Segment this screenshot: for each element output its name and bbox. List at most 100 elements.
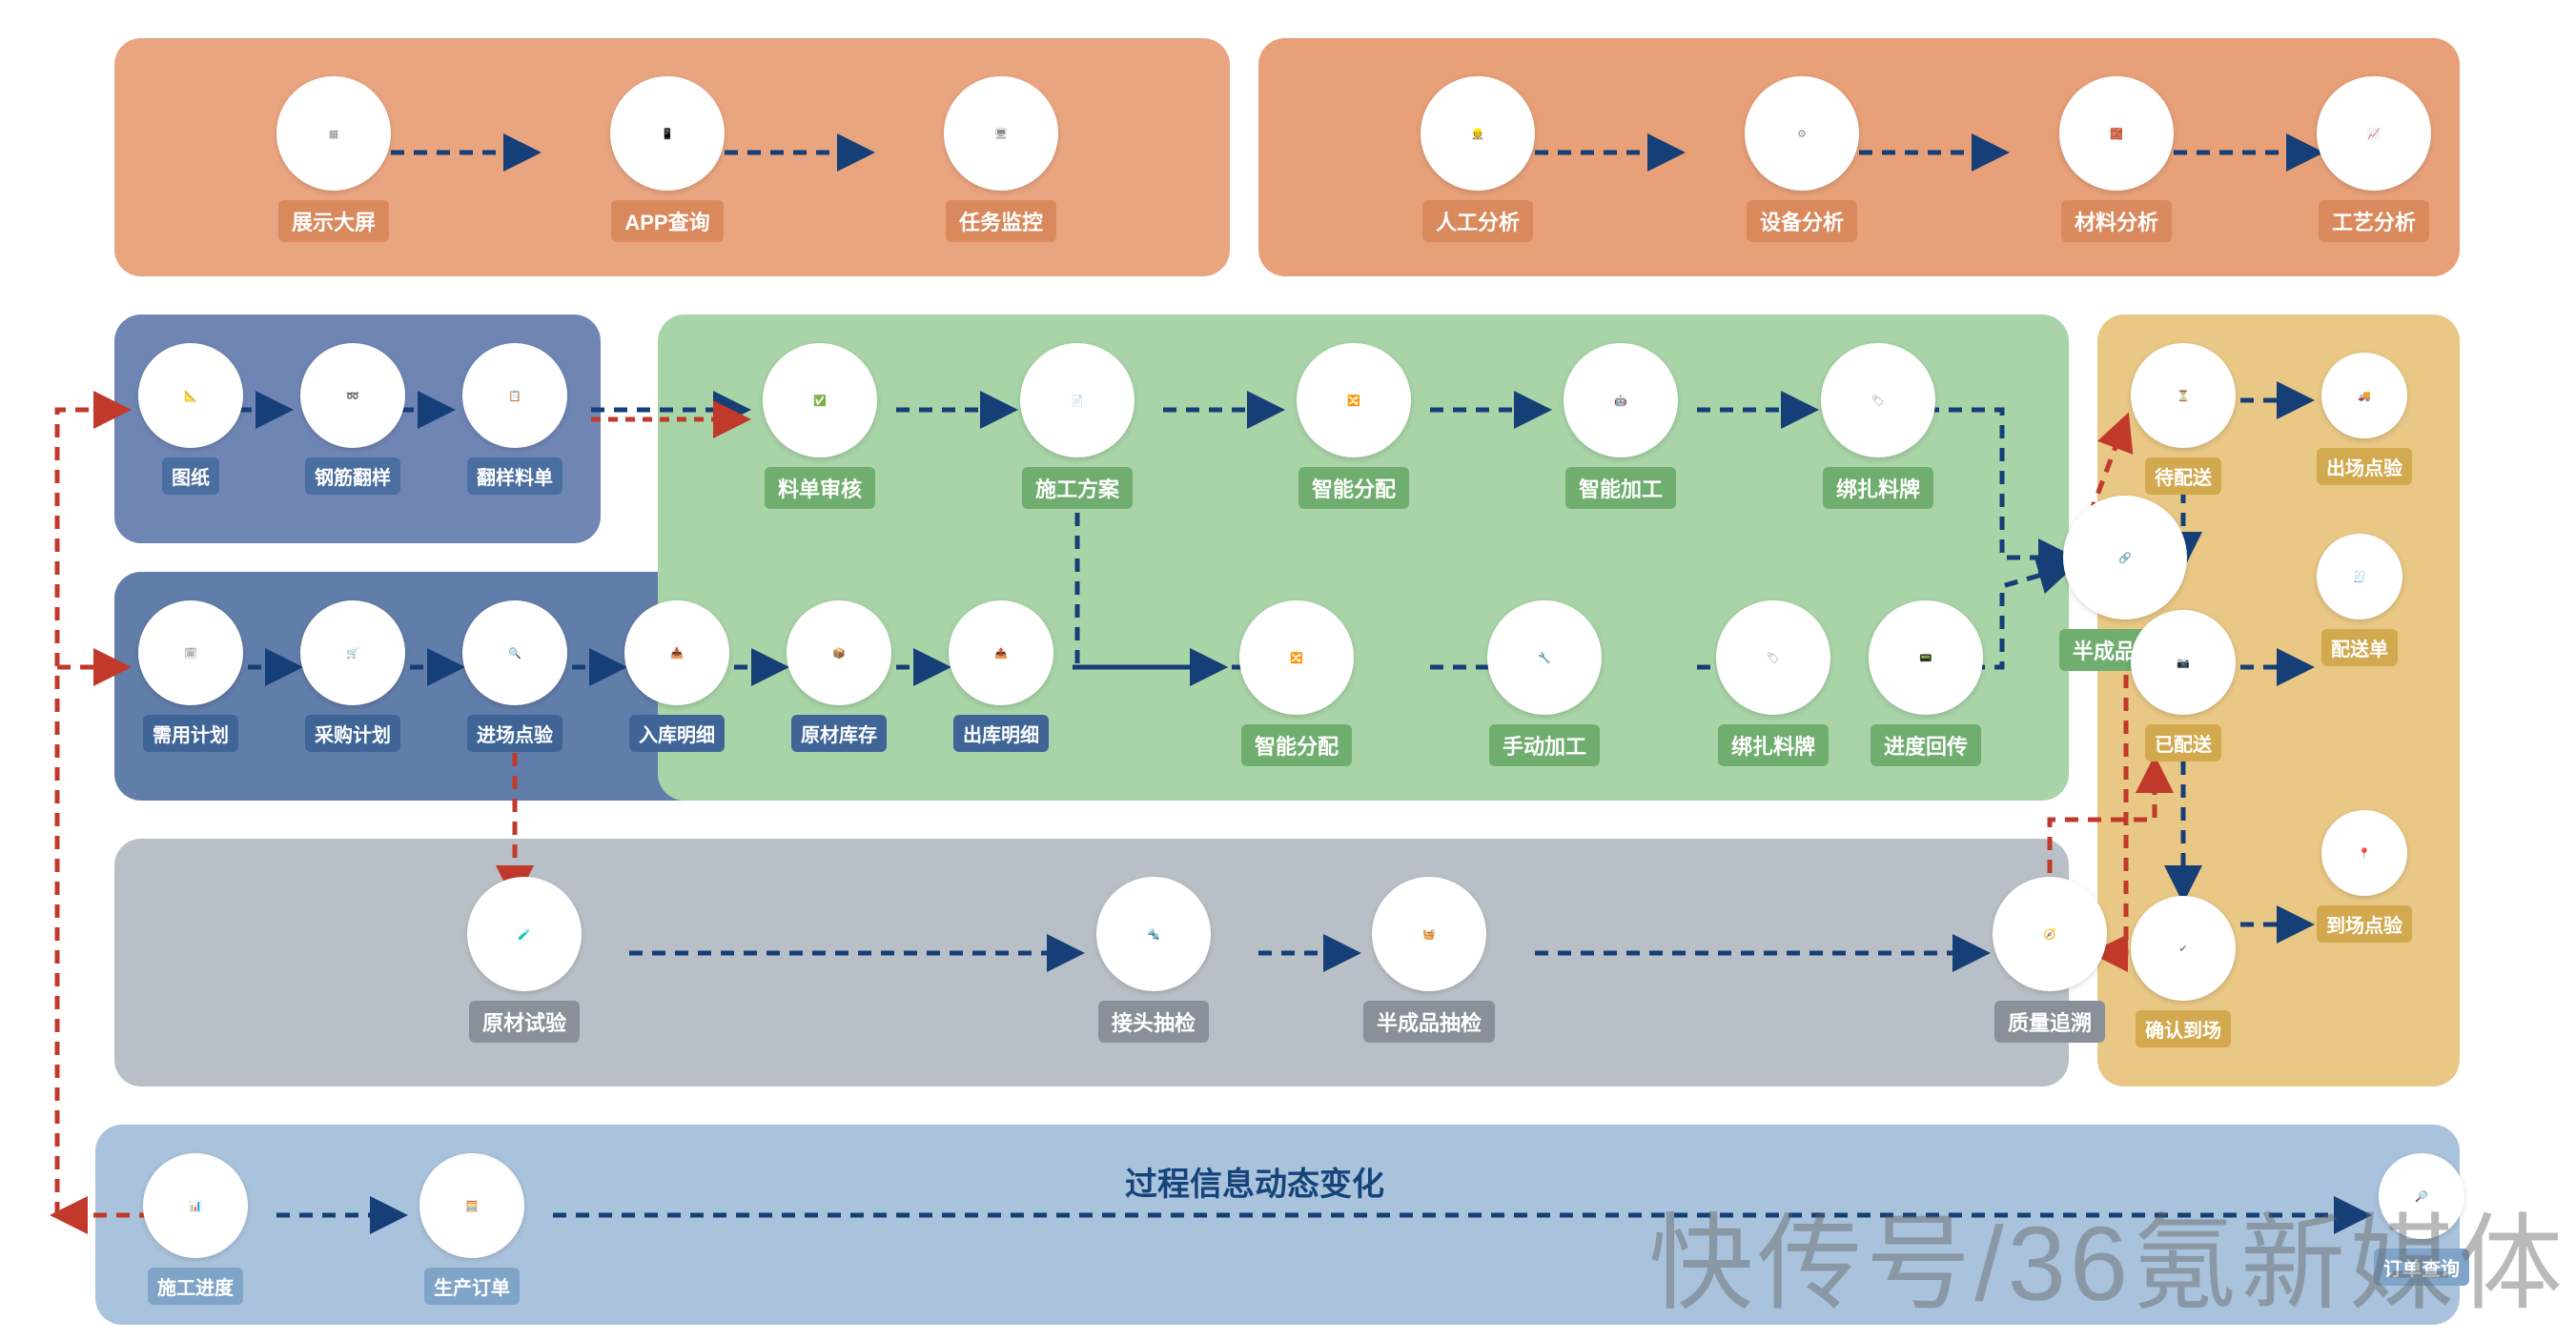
label-construction-plan: 施工方案 [1022,467,1133,509]
label-raw-test: 原材试验 [469,1001,580,1043]
wait-icon: ⏳ [2135,347,2232,444]
label-manual-process: 手动加工 [1489,724,1600,766]
label-production-order: 生产订单 [424,1268,520,1305]
tag-icon: 🏷 [1825,347,1932,454]
trace-icon: 🧭 [1996,881,2103,987]
node-arrival-inspect: 🔍 进场点验 [462,600,567,752]
truck-icon: 🚚 [2325,356,2403,435]
node-arrival-check: 📍 到场点验 [2317,810,2412,943]
label-joint-sample: 接头抽检 [1098,1001,1209,1043]
label-smart-assign-1: 智能分配 [1298,467,1409,509]
node-process-analysis: 📈 工艺分析 [2317,76,2431,242]
label-construction-progress: 施工进度 [148,1268,243,1305]
node-inbound-detail: 📥 入库明细 [624,600,729,752]
label-semi-sample: 半成品抽检 [1363,1001,1495,1043]
node-equipment-analysis: ⚙ 设备分析 [1745,76,1859,242]
check-icon: ✅ [767,347,873,454]
gantt-icon: 📊 [147,1157,244,1254]
label-equipment-analysis: 设备分析 [1747,200,1857,242]
node-smart-assign-2: 🔀 智能分配 [1239,600,1354,766]
node-smart-process: 🤖 智能加工 [1564,343,1678,509]
sample-icon: 🧺 [1376,881,1482,987]
tag-icon: 🏷 [1720,604,1827,711]
doc-icon: 📄 [1024,347,1131,454]
monitor-icon: 🖥 [948,80,1054,187]
node-labor-analysis: 👷 人工分析 [1421,76,1535,242]
node-construction-plan: 📄 施工方案 [1020,343,1135,509]
node-demand-plan: 🗓 需用计划 [138,600,243,752]
node-tag-1: 🏷 绑扎料牌 [1821,343,1935,509]
inbound-icon: 📥 [628,604,726,701]
label-drawing: 图纸 [162,457,219,495]
label-process-analysis: 工艺分析 [2319,200,2429,242]
assign-icon: 🔀 [1243,604,1350,711]
node-rebar-modeling: ➿ 钢筋翻样 [300,343,405,495]
node-semi-sample: 🧺 半成品抽检 [1363,877,1495,1043]
stock-icon: 📦 [790,604,888,701]
buy-icon: 🛒 [304,604,401,701]
label-material-list: 翻样料单 [467,457,562,495]
label-purchase-plan: 采购计划 [305,715,400,752]
label-labor-analysis: 人工分析 [1422,200,1533,242]
phone-icon: 📱 [614,80,721,187]
label-material-analysis: 材料分析 [2061,200,2172,242]
label-arrival-inspect: 进场点验 [467,715,562,752]
manual-icon: 🔧 [1491,604,1598,711]
assign-icon: 🔀 [1300,347,1407,454]
label-rebar-modeling: 钢筋翻样 [305,457,400,495]
workers-icon: 👷 [1424,80,1531,187]
list-icon: 📋 [466,347,563,444]
node-purchase-plan: 🛒 采购计划 [300,600,405,752]
label-tag-2: 绑扎料牌 [1718,724,1829,766]
node-material-list: 📋 翻样料单 [462,343,567,495]
materials-icon: 🧱 [2063,80,2170,187]
label-await-delivery: 待配送 [2145,457,2221,495]
bundle-icon: 🔗 [2067,499,2183,616]
node-progress-upload: 📟 进度回传 [1869,600,1983,766]
label-list-review: 料单审核 [765,467,875,509]
label-demand-plan: 需用计划 [143,715,238,752]
node-drawing: 📐 图纸 [138,343,243,495]
label-quality-trace: 质量追溯 [1994,1001,2105,1043]
inspect-icon: 🔍 [466,604,563,701]
node-raw-test: 🧪 原材试验 [467,877,582,1043]
label-delivery-note: 配送单 [2321,629,2398,666]
bottom-section-title: 过程信息动态变化 [1125,1158,1384,1205]
machine-icon: ⚙ [1748,80,1855,187]
form-icon: 🧾 [2320,538,2399,616]
chart-icon: 📈 [2320,80,2427,187]
label-tag-1: 绑扎料牌 [1823,467,1933,509]
node-display-screen: ▦ 展示大屏 [276,76,391,242]
node-raw-stock: 📦 原材库存 [787,600,891,752]
label-smart-process: 智能加工 [1565,467,1676,509]
panel-gray [114,839,2069,1086]
node-delivered: 📷 已配送 [2131,610,2236,761]
joint-icon: 🔩 [1100,881,1207,987]
node-production-order: 🧮 生产订单 [419,1153,524,1305]
label-outbound-detail: 出库明细 [953,715,1049,752]
node-smart-assign-1: 🔀 智能分配 [1297,343,1411,509]
label-task-monitor: 任务监控 [946,200,1056,242]
node-app-query: 📱 APP查询 [610,76,725,242]
drawing-icon: 📐 [142,347,239,444]
arrive-icon: 📍 [2325,814,2403,892]
outbound-icon: 📤 [952,604,1050,701]
label-confirm-arrival: 确认到场 [2136,1010,2231,1047]
rebar-icon: ➿ [304,347,401,444]
cam-icon: 📷 [2135,614,2232,711]
node-joint-sample: 🔩 接头抽检 [1096,877,1211,1043]
node-tag-2: 🏷 绑扎料牌 [1716,600,1830,766]
node-quality-trace: 🧭 质量追溯 [1993,877,2107,1043]
node-confirm-arrival: ✔ 确认到场 [2131,896,2236,1047]
robot-icon: 🤖 [1567,347,1674,454]
node-delivery-note: 🧾 配送单 [2317,534,2402,666]
node-list-review: ✅ 料单审核 [763,343,877,509]
label-raw-stock: 原材库存 [791,715,887,752]
order-icon: 🧮 [423,1157,521,1254]
node-await-delivery: ⏳ 待配送 [2131,343,2236,495]
label-display-screen: 展示大屏 [278,200,389,242]
plan-icon: 🗓 [142,604,239,701]
node-task-monitor: 🖥 任务监控 [944,76,1058,242]
label-app-query: APP查询 [611,200,723,242]
confirm-icon: ✔ [2135,900,2232,997]
